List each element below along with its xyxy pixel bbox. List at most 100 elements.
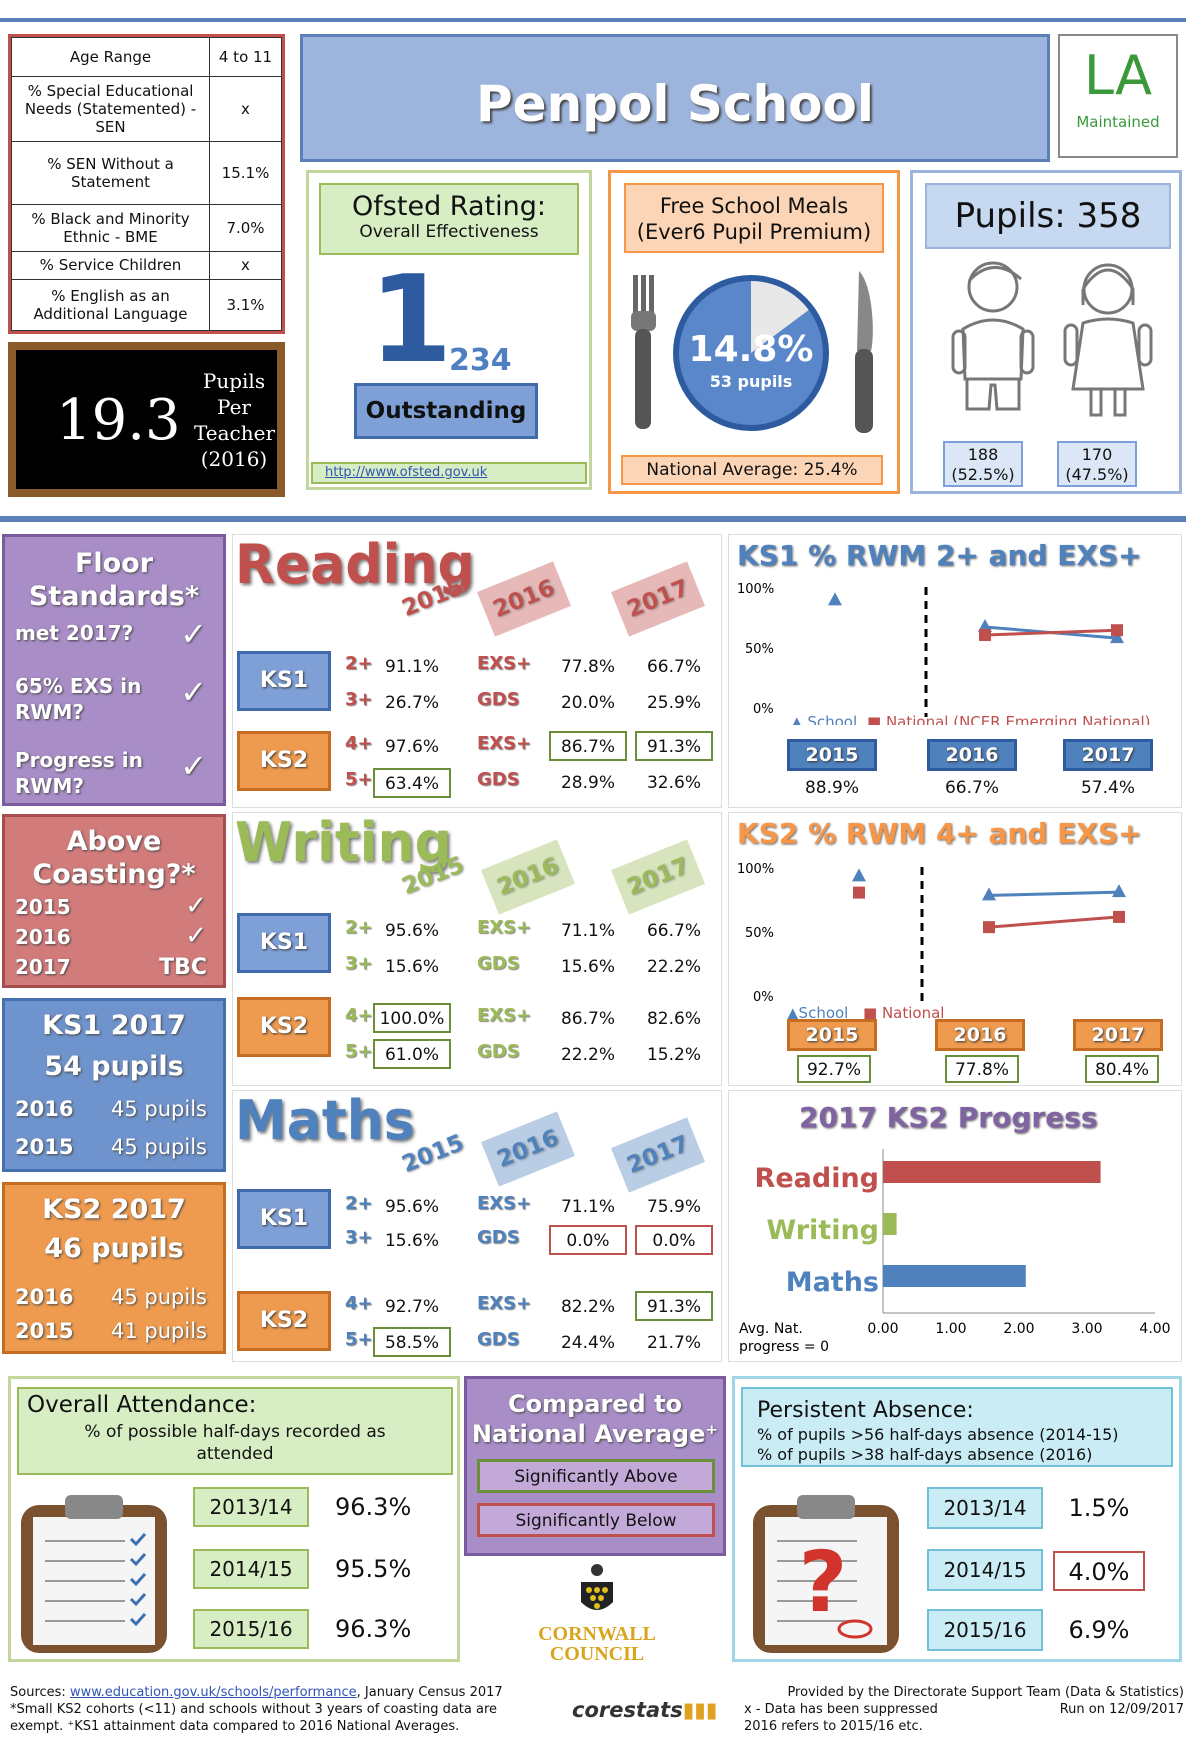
chart-year-value: 88.9% [804, 778, 859, 798]
chart-year: 2015 [787, 739, 877, 771]
ks1-row: 2015 45 pupils [15, 1135, 213, 1159]
writing-title: Writing [235, 811, 452, 875]
bar-label: Reading [755, 1163, 879, 1194]
legend-national: ■ National (NCER Emerging National) [867, 713, 1151, 725]
sources-link[interactable]: www.education.gov.uk/schools/performance [69, 1685, 357, 1700]
value-cell: 21.7% [646, 1333, 701, 1353]
floor-row-exs: 65% EXS in RWM? ✓ [15, 673, 213, 725]
ppt-l2: Per [217, 395, 251, 419]
ppt-l3: Teacher [194, 421, 276, 445]
boys-percent: (52.5%) [951, 465, 1015, 484]
svg-text:?: ? [799, 1533, 848, 1631]
info-value: 3.1% [209, 279, 282, 331]
coast-title-2: Coasting?* [32, 859, 196, 890]
chart-year-value: 57.4% [1080, 778, 1135, 798]
attendance-header: Overall Attendance: % of possible half-d… [17, 1387, 453, 1475]
ofsted-subtitle: Overall Effectiveness [359, 222, 539, 242]
compared-title: Compared to National Average⁺ [467, 1389, 723, 1449]
floor-standards-panel: Floor Standards* met 2017? ✓ 65% EXS in RW… [2, 534, 226, 806]
value-cell: 0.0% [635, 1225, 713, 1255]
footer-line-1: Sources: www.education.gov.uk/schools/pe… [10, 1684, 550, 1701]
ks1-title: KS1 2017 [42, 1010, 186, 1041]
level-label: 4+ [345, 733, 373, 754]
compared-key-panel: Compared to National Average⁺ Significant… [464, 1376, 726, 1556]
info-label: Age Range [11, 37, 210, 77]
series-line [988, 915, 1120, 929]
ks1-row: 2016 45 pupils [15, 1097, 213, 1121]
info-value: x [209, 250, 282, 281]
data-point [1113, 910, 1125, 923]
y-tick-label: 50% [745, 642, 774, 657]
ks2-title: KS2 2017 [42, 1194, 186, 1225]
level-label: GDS [477, 689, 520, 710]
x-tick-label: 4.00 [1139, 1321, 1170, 1337]
chart-year: 2016 [935, 1019, 1025, 1051]
coast-year: 2016 [15, 925, 71, 949]
data-point [1112, 884, 1126, 898]
chart-year: 2017 [1063, 739, 1153, 771]
info-label: % Special Educational Needs (Statemented… [11, 75, 210, 142]
x-tick-label: 0.00 [867, 1321, 898, 1337]
progress-bar [883, 1213, 897, 1235]
chart-year-value: 77.8% [945, 1055, 1019, 1083]
ppt-label: Pupils Per Teacher (2016) [194, 368, 276, 472]
data-point [983, 921, 995, 934]
level-label: EXS+ [477, 917, 532, 938]
floor-label: met 2017? [15, 621, 134, 645]
level-label: 5+ [345, 1329, 373, 1350]
data-point [852, 868, 866, 882]
year-header: 2016 [476, 561, 572, 637]
ofsted-link[interactable]: http://www.ofsted.gov.uk [311, 462, 587, 484]
level-label: GDS [477, 953, 520, 974]
ks1-label: KS1 [237, 913, 331, 973]
value-cell: 20.0% [560, 693, 615, 713]
ks1-chart-title: KS1 % RWM 2+ and EXS+ [737, 539, 1142, 572]
ks2-pupils-panel: KS2 2017 46 pupils 2016 45 pupils 2015 41 … [2, 1182, 226, 1354]
legend-school: ▲ School [791, 713, 857, 725]
attendance-title: Overall Attendance: [27, 1392, 257, 1418]
footer-line-2: *Small KS2 cohorts (<11) and schools wit… [10, 1702, 498, 1717]
value-cell: 77.8% [560, 657, 615, 677]
fsm-national: National Average: 25.4% [621, 455, 883, 485]
pupils-total: Pupils: 358 [925, 183, 1171, 249]
fsm-percent: 14.8% [689, 329, 814, 370]
coast-year: 2015 [15, 895, 71, 919]
attendance-value: 96.3% [335, 1615, 412, 1643]
maths-title: Maths [235, 1089, 415, 1153]
value-cell: 86.7% [560, 1009, 615, 1029]
boys-box: 188 (52.5%) [943, 441, 1023, 487]
tick-icon: ✓ [180, 615, 207, 653]
absence-line-1: % of pupils >56 half-days absence (2014-… [757, 1425, 1119, 1444]
ks2-label: KS2 [237, 997, 331, 1057]
ks2-count: 46 pupils [44, 1233, 184, 1264]
value-cell: 15.6% [560, 957, 615, 977]
level-label: EXS+ [477, 1005, 532, 1026]
sources-rest: , January Census 2017 [356, 1685, 503, 1700]
chart-year: 2015 [787, 1019, 877, 1051]
ks2-label: KS2 [237, 731, 331, 791]
attendance-value: 95.5% [335, 1555, 412, 1583]
school-info-table: Age Range 4 to 11 % Special Educational N… [8, 34, 285, 334]
year-header: 2017 [610, 1117, 706, 1193]
coast-year: 2017 [15, 955, 71, 979]
value-cell: 66.7% [646, 921, 701, 941]
cornwall-council-logo: CORNWALL COUNCIL [520, 1562, 674, 1664]
value-cell: 92.7% [384, 1297, 439, 1317]
pupils-per-teacher-board: 19.3 Pupils Per Teacher (2016) [8, 342, 285, 497]
level-label: EXS+ [477, 1293, 532, 1314]
coast-row: 2017 TBC [15, 955, 213, 980]
progress-title: 2017 KS2 Progress [799, 1101, 1098, 1134]
fsm-pie-slice [751, 281, 809, 353]
level-label: GDS [477, 769, 520, 790]
value-cell: 82.6% [646, 1009, 701, 1029]
la-badge: LA Maintained [1058, 34, 1178, 158]
info-value: 4 to 11 [209, 37, 282, 77]
data-point [978, 618, 992, 632]
attendance-year: 2015/16 [193, 1609, 309, 1649]
tick-icon: ✓ [185, 921, 207, 951]
ofsted-other-grades: 234 [449, 343, 512, 378]
year: 2016 [15, 1097, 74, 1121]
ofsted-title: Ofsted Rating: [352, 191, 546, 222]
ks1-label: KS1 [237, 1189, 331, 1249]
chart-year-value: 66.7% [944, 778, 999, 798]
